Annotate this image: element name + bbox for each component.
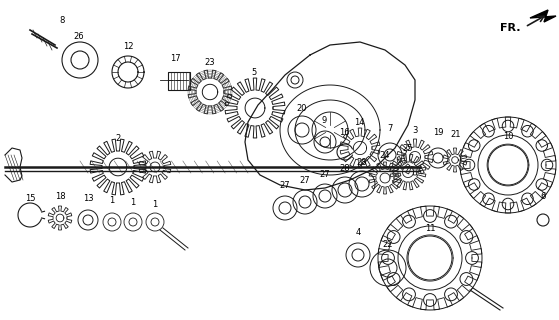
Text: 23: 23 (205, 58, 215, 67)
Text: 21: 21 (451, 130, 461, 139)
Text: 22: 22 (383, 239, 393, 249)
Text: 27: 27 (320, 170, 330, 179)
Text: 26: 26 (74, 31, 84, 41)
Text: 13: 13 (83, 194, 93, 203)
Text: 28: 28 (357, 157, 367, 166)
Polygon shape (530, 10, 556, 22)
Text: 9: 9 (321, 116, 326, 124)
Text: 11: 11 (425, 223, 435, 233)
Text: 1: 1 (153, 199, 158, 209)
Text: 3: 3 (413, 125, 418, 134)
Text: 17: 17 (170, 53, 181, 62)
Text: 16: 16 (339, 127, 349, 137)
Text: 1: 1 (130, 197, 136, 206)
Text: 28: 28 (340, 164, 350, 172)
Text: 27: 27 (280, 180, 290, 189)
Text: 7: 7 (387, 124, 392, 132)
Text: 25: 25 (402, 143, 413, 153)
Text: 20: 20 (297, 103, 307, 113)
Bar (168, 72, 190, 90)
Text: 10: 10 (503, 132, 513, 140)
Text: 8: 8 (59, 15, 65, 25)
Text: 5: 5 (252, 68, 257, 76)
Text: 19: 19 (433, 127, 443, 137)
Text: 6: 6 (541, 191, 546, 201)
Text: 2: 2 (115, 133, 121, 142)
Text: FR.: FR. (500, 23, 520, 33)
Text: 27: 27 (300, 175, 310, 185)
Text: 14: 14 (354, 117, 364, 126)
Text: 1: 1 (110, 196, 115, 204)
Text: 15: 15 (25, 194, 35, 203)
Text: 24: 24 (380, 150, 390, 159)
Text: 4: 4 (356, 228, 361, 236)
Text: 18: 18 (55, 191, 65, 201)
Text: 12: 12 (123, 42, 133, 51)
